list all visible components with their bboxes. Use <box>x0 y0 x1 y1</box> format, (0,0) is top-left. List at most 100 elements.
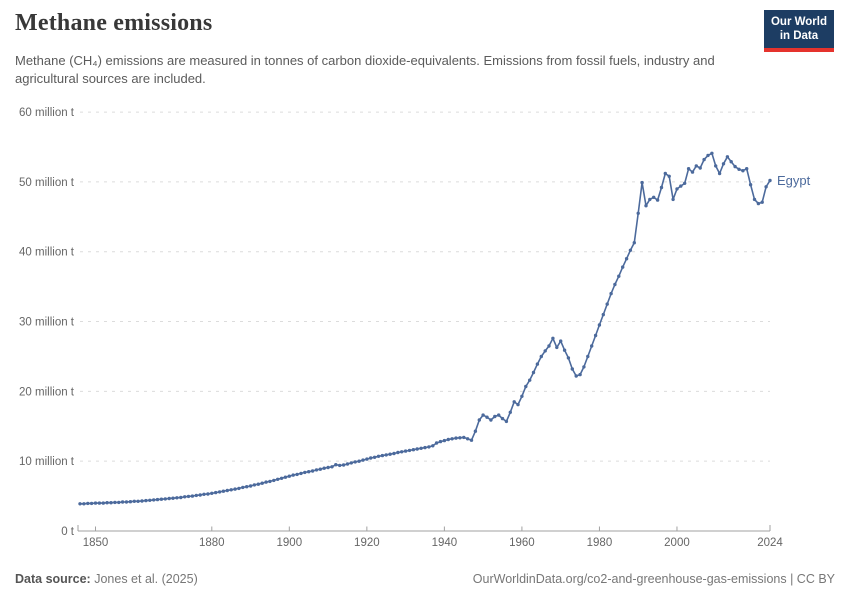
data-point[interactable] <box>396 450 400 455</box>
data-point[interactable] <box>291 473 295 477</box>
data-point[interactable] <box>733 164 737 169</box>
data-point[interactable] <box>465 437 470 441</box>
data-point[interactable] <box>260 481 264 485</box>
data-point[interactable] <box>617 274 621 278</box>
data-point[interactable] <box>403 449 408 453</box>
data-point[interactable] <box>411 448 416 452</box>
owid-citation-link[interactable]: OurWorldinData.org/co2-and-greenhouse-ga… <box>472 572 835 586</box>
data-point[interactable] <box>559 339 563 343</box>
data-point[interactable] <box>349 461 353 465</box>
data-point[interactable] <box>624 257 629 261</box>
data-point[interactable] <box>194 493 198 498</box>
data-point[interactable] <box>756 201 761 206</box>
data-point[interactable] <box>473 429 478 433</box>
data-point[interactable] <box>640 180 644 185</box>
data-point[interactable] <box>334 463 338 467</box>
data-point[interactable] <box>132 499 136 503</box>
data-point[interactable] <box>384 453 388 457</box>
data-point[interactable] <box>136 499 140 503</box>
data-point[interactable] <box>376 454 381 458</box>
data-point[interactable] <box>415 447 419 451</box>
data-point[interactable] <box>694 164 698 168</box>
data-point[interactable] <box>485 415 489 419</box>
data-point[interactable] <box>276 477 280 481</box>
data-point[interactable] <box>237 486 241 491</box>
data-point[interactable] <box>667 174 671 178</box>
data-point[interactable] <box>582 365 586 369</box>
data-point[interactable] <box>721 162 726 166</box>
data-point[interactable] <box>318 467 322 471</box>
data-point[interactable] <box>210 491 214 495</box>
egypt-line-series[interactable] <box>79 152 771 505</box>
data-point[interactable] <box>299 471 303 476</box>
data-point[interactable] <box>679 184 683 188</box>
data-point[interactable] <box>217 490 222 494</box>
data-point[interactable] <box>303 470 307 475</box>
data-point[interactable] <box>140 499 144 503</box>
data-point[interactable] <box>314 468 319 472</box>
data-point[interactable] <box>283 475 288 479</box>
data-point[interactable] <box>159 497 164 501</box>
data-point[interactable] <box>500 416 505 421</box>
data-point[interactable] <box>698 166 702 170</box>
data-point[interactable] <box>388 452 392 456</box>
data-point[interactable] <box>326 465 330 470</box>
data-point[interactable] <box>745 167 749 171</box>
data-point[interactable] <box>741 169 745 173</box>
data-point[interactable] <box>89 501 94 506</box>
data-point[interactable] <box>272 478 276 483</box>
data-point[interactable] <box>590 344 594 348</box>
data-point[interactable] <box>574 374 578 378</box>
entity-label-egypt[interactable]: Egypt <box>777 173 811 188</box>
data-point[interactable] <box>516 402 520 407</box>
data-point[interactable] <box>454 436 458 440</box>
data-point[interactable] <box>748 183 753 187</box>
data-point[interactable] <box>163 497 167 501</box>
data-point[interactable] <box>555 345 559 350</box>
data-point[interactable] <box>167 496 171 501</box>
data-point[interactable] <box>256 482 260 486</box>
data-point[interactable] <box>113 500 117 505</box>
data-point[interactable] <box>524 384 528 389</box>
data-point[interactable] <box>725 155 730 159</box>
data-point[interactable] <box>547 344 551 348</box>
data-point[interactable] <box>109 501 113 505</box>
data-point[interactable] <box>322 466 326 470</box>
data-point[interactable] <box>578 372 582 377</box>
data-point[interactable] <box>78 502 82 506</box>
data-point[interactable] <box>148 498 152 502</box>
data-point[interactable] <box>341 463 346 467</box>
data-point[interactable] <box>481 413 485 417</box>
data-point[interactable] <box>710 151 714 155</box>
data-point[interactable] <box>442 438 447 443</box>
data-point[interactable] <box>338 463 342 468</box>
data-point[interactable] <box>345 462 350 466</box>
data-point[interactable] <box>357 459 361 463</box>
data-point[interactable] <box>446 437 450 442</box>
data-point[interactable] <box>601 312 605 317</box>
data-point[interactable] <box>717 171 722 176</box>
data-point[interactable] <box>241 485 245 490</box>
data-point[interactable] <box>469 438 474 442</box>
data-point[interactable] <box>287 474 291 478</box>
data-point[interactable] <box>245 485 249 489</box>
data-point[interactable] <box>206 492 210 496</box>
data-point[interactable] <box>252 483 257 487</box>
data-point[interactable] <box>609 291 613 296</box>
data-point[interactable] <box>310 469 315 473</box>
data-point[interactable] <box>233 487 237 491</box>
data-point[interactable] <box>508 410 512 414</box>
data-point[interactable] <box>225 488 229 493</box>
data-point[interactable] <box>489 418 493 422</box>
data-point[interactable] <box>760 200 764 204</box>
data-point[interactable] <box>202 492 206 496</box>
data-point[interactable] <box>652 195 656 199</box>
data-point[interactable] <box>605 302 609 306</box>
data-point[interactable] <box>593 333 598 338</box>
data-point[interactable] <box>82 502 86 506</box>
data-point[interactable] <box>279 476 284 480</box>
data-point[interactable] <box>644 204 648 208</box>
data-point[interactable] <box>97 501 102 505</box>
data-point[interactable] <box>128 500 133 504</box>
data-point[interactable] <box>434 441 439 445</box>
